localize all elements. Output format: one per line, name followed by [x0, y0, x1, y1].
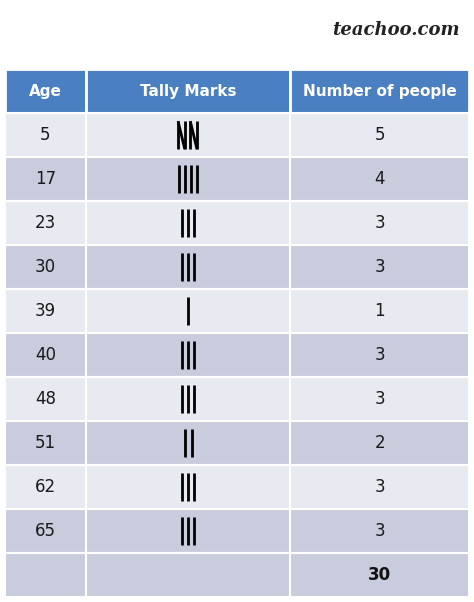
Bar: [291, 465, 469, 509]
Bar: [291, 201, 469, 245]
Bar: [5, 334, 86, 377]
Text: Age: Age: [29, 84, 62, 99]
Bar: [291, 421, 469, 465]
Bar: [86, 553, 291, 597]
Text: 48: 48: [35, 390, 56, 408]
Bar: [291, 509, 469, 553]
Text: Number of people: Number of people: [303, 84, 457, 99]
Text: 5: 5: [40, 126, 51, 144]
Text: 62: 62: [35, 478, 56, 496]
Text: 65: 65: [35, 522, 56, 540]
Bar: [291, 245, 469, 289]
Bar: [86, 157, 291, 201]
Bar: [291, 157, 469, 201]
Bar: [86, 201, 291, 245]
Text: 30: 30: [368, 566, 392, 584]
Bar: [5, 201, 86, 245]
Bar: [86, 113, 291, 157]
Bar: [86, 334, 291, 377]
Text: 5: 5: [374, 126, 385, 144]
Bar: [86, 245, 291, 289]
Bar: [5, 245, 86, 289]
Bar: [5, 113, 86, 157]
Bar: [86, 421, 291, 465]
Text: 23: 23: [35, 214, 56, 232]
Text: 3: 3: [374, 478, 385, 496]
Text: 30: 30: [35, 258, 56, 276]
Bar: [86, 509, 291, 553]
Bar: [5, 421, 86, 465]
Bar: [291, 553, 469, 597]
Bar: [291, 289, 469, 334]
Text: 4: 4: [374, 170, 385, 188]
Bar: [5, 465, 86, 509]
Bar: [86, 377, 291, 421]
Text: 3: 3: [374, 522, 385, 540]
Text: 51: 51: [35, 434, 56, 452]
Text: 3: 3: [374, 390, 385, 408]
Text: 3: 3: [374, 346, 385, 364]
Bar: [86, 289, 291, 334]
Bar: [291, 69, 469, 113]
Text: teachoo.com: teachoo.com: [332, 21, 460, 39]
Text: 40: 40: [35, 346, 56, 364]
Bar: [5, 157, 86, 201]
Text: 1: 1: [374, 302, 385, 320]
Bar: [291, 334, 469, 377]
Bar: [86, 465, 291, 509]
Bar: [5, 69, 86, 113]
Bar: [86, 69, 291, 113]
Bar: [291, 113, 469, 157]
Bar: [5, 509, 86, 553]
Text: 2: 2: [374, 434, 385, 452]
Text: 3: 3: [374, 214, 385, 232]
Bar: [5, 289, 86, 334]
Bar: [5, 377, 86, 421]
Text: 17: 17: [35, 170, 56, 188]
Bar: [291, 377, 469, 421]
Text: 39: 39: [35, 302, 56, 320]
Text: 3: 3: [374, 258, 385, 276]
Text: Tally Marks: Tally Marks: [140, 84, 237, 99]
Bar: [5, 553, 86, 597]
